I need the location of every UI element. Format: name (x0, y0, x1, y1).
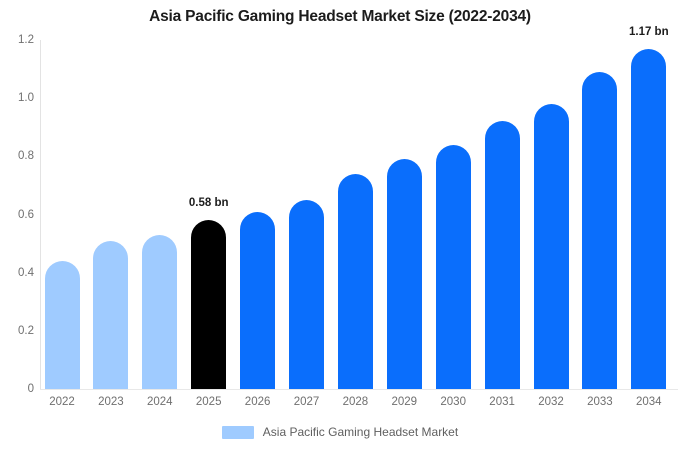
bar-2023[interactable] (93, 240, 129, 389)
bar-rect-2030 (435, 144, 471, 389)
bar-2034[interactable] (631, 48, 667, 389)
bar-2028[interactable] (337, 173, 373, 389)
bar-value-label-2025: 0.58 bn (188, 197, 229, 210)
x-axis-tick-2033: 2033 (587, 396, 613, 408)
bar-rect-2025 (191, 220, 227, 389)
y-axis-tick-0-2: 0.2 (18, 324, 34, 337)
chart-legend[interactable]: Asia Pacific Gaming Headset Market (0, 425, 680, 439)
y-axis-tick-1-0: 1.0 (18, 92, 34, 105)
x-axis-tick-2026: 2026 (244, 396, 271, 408)
bar-2032[interactable] (533, 103, 569, 389)
bar-value-label-2034: 1.17 bn (628, 25, 669, 38)
bar-rect-2031 (484, 121, 520, 389)
bar-2025[interactable] (191, 220, 227, 389)
bar-2024[interactable] (142, 234, 178, 389)
x-axis-tick-2025: 2025 (195, 396, 222, 408)
y-axis-tick-0: 0 (27, 383, 34, 395)
chart-title: Asia Pacific Gaming Headset Market Size … (149, 8, 531, 25)
x-axis-tick-2030: 2030 (440, 396, 466, 408)
x-axis-tick-2032: 2032 (538, 396, 564, 408)
bar-rect-2024 (142, 234, 178, 389)
y-axis-tick-0-6: 0.6 (18, 208, 34, 221)
x-axis-tick-2027: 2027 (293, 396, 320, 408)
y-axis-tick-0-8: 0.8 (18, 150, 34, 163)
y-axis-line (40, 40, 41, 389)
y-axis-tick-1-2: 1.2 (18, 34, 34, 46)
plot-area (40, 40, 678, 389)
bar-rect-2034 (631, 48, 667, 389)
legend-swatch-icon (221, 425, 254, 439)
bar-2033[interactable] (582, 72, 618, 389)
y-axis-tick-labels: 0 0.2 0.4 0.6 0.8 1.0 1.2 (0, 0, 34, 450)
legend-label: Asia Pacific Gaming Headset Market (262, 425, 459, 439)
x-axis-tick-2034: 2034 (636, 396, 662, 408)
x-axis-tick-2031: 2031 (489, 396, 515, 408)
bar-rect-2023 (93, 240, 129, 389)
x-axis-tick-2024: 2024 (147, 396, 173, 408)
bar-rect-2026 (240, 211, 276, 389)
bar-2027[interactable] (289, 199, 324, 389)
bar-rect-2027 (289, 199, 324, 389)
bar-2031[interactable] (484, 121, 520, 389)
bar-2030[interactable] (435, 144, 471, 389)
x-axis-tick-2029: 2029 (391, 396, 418, 408)
bar-2022[interactable] (44, 261, 80, 389)
bar-2026[interactable] (240, 211, 276, 389)
bar-rect-2028 (337, 173, 373, 389)
bar-rect-2022 (44, 261, 80, 389)
bar-rect-2029 (386, 159, 422, 389)
x-axis-line (40, 389, 678, 390)
y-axis-tick-0-4: 0.4 (18, 266, 34, 279)
bar-2029[interactable] (386, 159, 422, 389)
x-axis-tick-2022: 2022 (49, 396, 75, 408)
x-axis-tick-2028: 2028 (342, 396, 369, 408)
x-axis-tick-2023: 2023 (98, 396, 124, 408)
bar-rect-2033 (582, 72, 618, 389)
bar-rect-2032 (533, 103, 569, 389)
